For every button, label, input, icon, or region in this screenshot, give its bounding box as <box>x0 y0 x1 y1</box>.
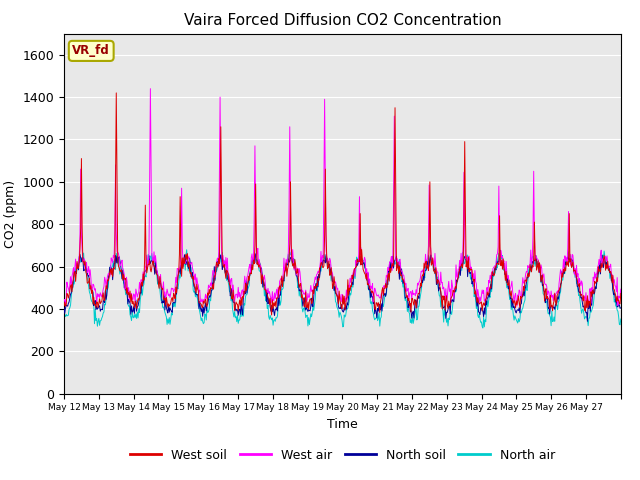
Legend: West soil, West air, North soil, North air: West soil, West air, North soil, North a… <box>125 444 560 467</box>
X-axis label: Time: Time <box>327 418 358 431</box>
Y-axis label: CO2 (ppm): CO2 (ppm) <box>4 180 17 248</box>
Title: Vaira Forced Diffusion CO2 Concentration: Vaira Forced Diffusion CO2 Concentration <box>184 13 501 28</box>
Text: VR_fd: VR_fd <box>72 44 110 58</box>
